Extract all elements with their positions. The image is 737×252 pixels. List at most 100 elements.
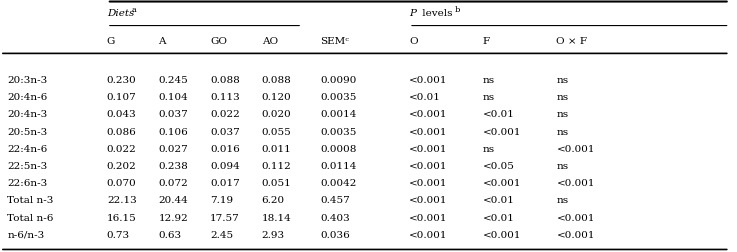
Text: 0.070: 0.070 (107, 178, 136, 187)
Text: 0.020: 0.020 (262, 110, 291, 119)
Text: P: P (409, 9, 416, 18)
Text: <0.001: <0.001 (409, 161, 447, 170)
Text: <0.01: <0.01 (483, 196, 514, 205)
Text: 0.055: 0.055 (262, 127, 291, 136)
Text: 0.022: 0.022 (107, 144, 136, 153)
Text: 0.094: 0.094 (210, 161, 240, 170)
Text: a: a (131, 6, 136, 14)
Text: 0.0114: 0.0114 (321, 161, 357, 170)
Text: 0.0014: 0.0014 (321, 110, 357, 119)
Text: <0.001: <0.001 (409, 127, 447, 136)
Text: 0.0035: 0.0035 (321, 93, 357, 102)
Text: 20:4n-3: 20:4n-3 (7, 110, 48, 119)
Text: 17.57: 17.57 (210, 213, 240, 222)
Text: <0.001: <0.001 (483, 230, 521, 239)
Text: 20:3n-3: 20:3n-3 (7, 76, 48, 85)
Text: 22.13: 22.13 (107, 196, 136, 205)
Text: 0.106: 0.106 (158, 127, 188, 136)
Text: 0.037: 0.037 (158, 110, 188, 119)
Text: 0.202: 0.202 (107, 161, 136, 170)
Text: 0.016: 0.016 (210, 144, 240, 153)
Text: 20.44: 20.44 (158, 196, 188, 205)
Text: 0.0035: 0.0035 (321, 127, 357, 136)
Text: 22:4n-6: 22:4n-6 (7, 144, 48, 153)
Text: ns: ns (556, 161, 568, 170)
Text: 0.238: 0.238 (158, 161, 188, 170)
Text: 0.036: 0.036 (321, 230, 350, 239)
Text: 0.088: 0.088 (262, 76, 291, 85)
Text: <0.001: <0.001 (483, 178, 521, 187)
Text: 0.120: 0.120 (262, 93, 291, 102)
Text: levels: levels (419, 9, 452, 18)
Text: 0.0008: 0.0008 (321, 144, 357, 153)
Text: 20:4n-6: 20:4n-6 (7, 93, 48, 102)
Text: <0.001: <0.001 (556, 144, 595, 153)
Text: O: O (409, 37, 418, 46)
Text: <0.001: <0.001 (556, 213, 595, 222)
Text: A: A (158, 37, 166, 46)
Text: <0.01: <0.01 (483, 213, 514, 222)
Text: ns: ns (556, 76, 568, 85)
Text: <0.01: <0.01 (483, 110, 514, 119)
Text: <0.001: <0.001 (409, 144, 447, 153)
Text: 0.037: 0.037 (210, 127, 240, 136)
Text: F: F (483, 37, 490, 46)
Text: ns: ns (556, 196, 568, 205)
Text: 2.45: 2.45 (210, 230, 233, 239)
Text: 7.19: 7.19 (210, 196, 233, 205)
Text: 2.93: 2.93 (262, 230, 284, 239)
Text: 0.051: 0.051 (262, 178, 291, 187)
Text: 0.63: 0.63 (158, 230, 181, 239)
Text: SEMᶜ: SEMᶜ (321, 37, 349, 46)
Text: ns: ns (556, 127, 568, 136)
Text: n-6/n-3: n-6/n-3 (7, 230, 45, 239)
Text: G: G (107, 37, 115, 46)
Text: <0.001: <0.001 (556, 230, 595, 239)
Text: <0.001: <0.001 (556, 178, 595, 187)
Text: 0.072: 0.072 (158, 178, 188, 187)
Text: 0.403: 0.403 (321, 213, 350, 222)
Text: ns: ns (483, 93, 495, 102)
Text: 0.230: 0.230 (107, 76, 136, 85)
Text: 0.104: 0.104 (158, 93, 188, 102)
Text: 0.0042: 0.0042 (321, 178, 357, 187)
Text: ns: ns (483, 76, 495, 85)
Text: 20:5n-3: 20:5n-3 (7, 127, 48, 136)
Text: 6.20: 6.20 (262, 196, 284, 205)
Text: <0.001: <0.001 (409, 76, 447, 85)
Text: 16.15: 16.15 (107, 213, 136, 222)
Text: 0.73: 0.73 (107, 230, 130, 239)
Text: <0.001: <0.001 (409, 178, 447, 187)
Text: ns: ns (556, 93, 568, 102)
Text: AO: AO (262, 37, 278, 46)
Text: 12.92: 12.92 (158, 213, 188, 222)
Text: <0.001: <0.001 (483, 127, 521, 136)
Text: 0.043: 0.043 (107, 110, 136, 119)
Text: <0.001: <0.001 (409, 230, 447, 239)
Text: Diets: Diets (107, 9, 134, 18)
Text: 0.027: 0.027 (158, 144, 188, 153)
Text: ns: ns (483, 144, 495, 153)
Text: b: b (455, 6, 460, 14)
Text: GO: GO (210, 37, 227, 46)
Text: <0.05: <0.05 (483, 161, 514, 170)
Text: 0.0090: 0.0090 (321, 76, 357, 85)
Text: ns: ns (556, 110, 568, 119)
Text: 0.113: 0.113 (210, 93, 240, 102)
Text: 18.14: 18.14 (262, 213, 291, 222)
Text: 0.022: 0.022 (210, 110, 240, 119)
Text: <0.001: <0.001 (409, 196, 447, 205)
Text: 0.457: 0.457 (321, 196, 350, 205)
Text: 0.017: 0.017 (210, 178, 240, 187)
Text: Total n-6: Total n-6 (7, 213, 54, 222)
Text: 0.245: 0.245 (158, 76, 188, 85)
Text: 0.088: 0.088 (210, 76, 240, 85)
Text: <0.001: <0.001 (409, 213, 447, 222)
Text: 0.112: 0.112 (262, 161, 291, 170)
Text: 22:6n-3: 22:6n-3 (7, 178, 48, 187)
Text: 0.011: 0.011 (262, 144, 291, 153)
Text: <0.01: <0.01 (409, 93, 441, 102)
Text: Total n-3: Total n-3 (7, 196, 54, 205)
Text: 0.086: 0.086 (107, 127, 136, 136)
Text: O × F: O × F (556, 37, 587, 46)
